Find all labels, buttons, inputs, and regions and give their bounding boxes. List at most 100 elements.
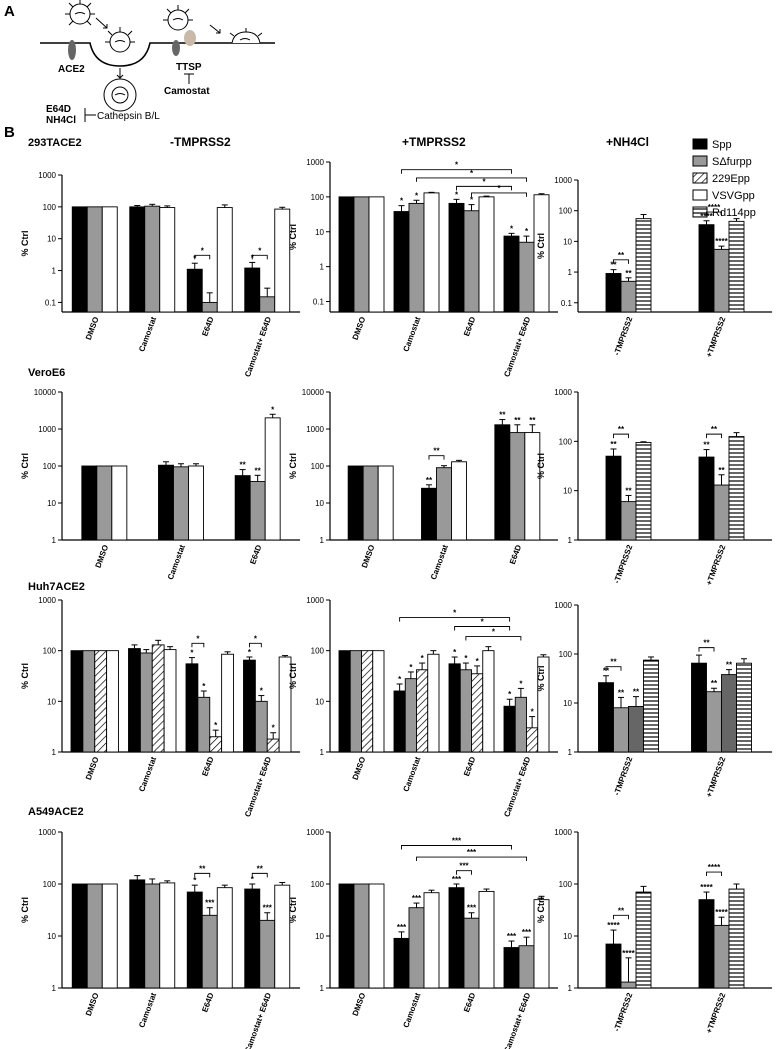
significance-label: *	[248, 648, 252, 657]
significance-label: **	[718, 466, 725, 475]
bar	[393, 937, 410, 989]
bar	[478, 890, 495, 989]
significance-bracket	[191, 642, 205, 648]
bracket-label: *	[482, 177, 486, 186]
x-tick-label: E64D	[200, 755, 215, 777]
bar	[728, 220, 745, 313]
bar	[101, 883, 118, 989]
bar	[372, 650, 385, 753]
panel-a: A ACE2 TTSP Camostat	[4, 0, 275, 126]
y-tick-label: 10	[47, 932, 56, 941]
panel-b-label: B	[4, 124, 15, 141]
x-tick-label: E64D	[248, 543, 263, 565]
bracket-label: *	[254, 634, 258, 643]
bracket-label: *	[481, 617, 485, 626]
row-title: VeroE6	[28, 367, 65, 379]
significance-label: **	[514, 416, 521, 425]
significance-bracket	[706, 211, 722, 217]
x-tick-label: -TMPRSS2	[612, 543, 634, 585]
significance-bracket	[465, 636, 522, 641]
bar	[259, 919, 276, 989]
bar	[526, 727, 539, 753]
significance-label: *	[202, 682, 206, 691]
bracket-label: **	[703, 639, 710, 648]
bar	[338, 196, 355, 313]
significance-label: *	[470, 196, 474, 205]
bar	[96, 465, 113, 541]
significance-label: *	[190, 649, 194, 658]
y-tick-label: 10	[315, 499, 324, 508]
bar	[209, 736, 223, 753]
significance-bracket	[401, 169, 512, 174]
legend: Spp SΔfurpp 229Epp VSVGpp Rd114pp	[692, 138, 756, 219]
bar	[635, 441, 652, 541]
significance-label: *	[531, 708, 535, 717]
y-tick-label: 1000	[38, 425, 56, 434]
bar	[721, 674, 737, 753]
x-tick-label: Camostat	[401, 315, 422, 353]
significance-label: *	[400, 197, 404, 206]
y-tick-label: 1	[52, 536, 57, 545]
y-tick-label: 10	[563, 487, 572, 496]
significance-bracket	[399, 617, 511, 622]
bar	[338, 650, 351, 753]
x-tick-label: -TMPRSS2	[612, 755, 634, 797]
ttsp-protease-icon	[184, 30, 196, 46]
y-tick-label: 1000	[306, 158, 324, 167]
x-tick-label: +TMPRSS2	[704, 315, 727, 358]
bar	[201, 301, 218, 313]
bar	[691, 662, 707, 753]
y-tick-label: 100	[559, 650, 573, 659]
bracket-label: *	[258, 246, 262, 255]
x-tick-label: DMSO	[351, 756, 368, 782]
significance-label: **	[529, 416, 536, 425]
membrane-line	[40, 42, 275, 67]
bar	[393, 690, 406, 753]
column-title: -TMPRSS2	[170, 135, 231, 149]
significance-label: ***	[263, 904, 273, 913]
significance-label: *	[398, 675, 402, 684]
bar	[620, 981, 637, 989]
bar	[128, 648, 141, 753]
significance-label: *	[251, 875, 255, 884]
y-tick-label: 1	[52, 748, 57, 757]
bar	[244, 888, 261, 989]
significance-bracket	[605, 666, 622, 671]
bar	[368, 196, 385, 313]
bar	[503, 235, 520, 313]
y-tick-label: 1	[568, 536, 573, 545]
y-tick-label: 100	[559, 207, 573, 216]
bracket-label: *	[497, 184, 501, 193]
bar	[151, 644, 165, 753]
significance-label: ****	[715, 908, 728, 917]
y-tick-label: 1000	[554, 601, 572, 610]
bracket-label: *	[455, 161, 459, 170]
chart-vero-plus: 10000 1000 100 10 1 % Ctrl DMSO ** Camostat ** ** *…	[288, 388, 558, 581]
x-tick-label: DMSO	[84, 316, 101, 342]
bar	[482, 650, 495, 753]
y-tick-label: 0.1	[45, 298, 57, 307]
bracket-label: **	[257, 864, 264, 873]
y-axis-label: % Ctrl	[288, 663, 298, 689]
y-tick-label: 100	[43, 203, 57, 212]
x-tick-label: Camostat+ E64D	[502, 315, 532, 378]
bar	[463, 210, 480, 313]
significance-bracket	[613, 433, 629, 439]
significance-label: **	[726, 661, 733, 670]
bar	[698, 456, 715, 541]
bar	[620, 280, 637, 313]
y-axis-label: % Ctrl	[20, 230, 30, 256]
x-tick-label: +TMPRSS2	[704, 755, 727, 798]
y-tick-label: 100	[311, 880, 325, 889]
bar	[598, 682, 614, 753]
bar	[698, 899, 715, 989]
bar	[221, 653, 234, 753]
ttsp-label: TTSP	[176, 62, 202, 73]
bar	[338, 883, 355, 989]
bar	[216, 887, 233, 989]
y-axis-label: % Ctrl	[536, 665, 546, 691]
significance-bracket	[416, 856, 527, 862]
